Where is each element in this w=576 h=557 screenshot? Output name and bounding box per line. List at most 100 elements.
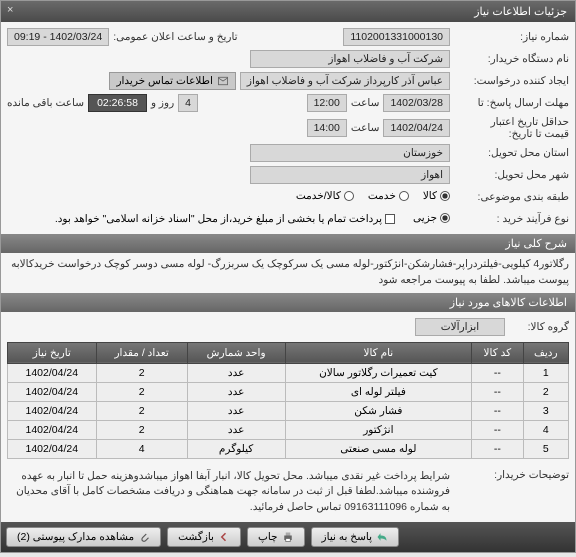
table-cell: انژکتور: [285, 420, 472, 439]
table-cell: --: [472, 382, 523, 401]
radio-icon: [399, 191, 409, 201]
main-panel: جزئیات اطلاعات نیاز × شماره نیاز: 110200…: [0, 0, 576, 553]
deadline-label: مهلت ارسال پاسخ: تا: [454, 97, 569, 109]
back-icon: [218, 531, 230, 543]
contact-label: اطلاعات تماس خریدار: [116, 75, 212, 87]
print-icon: [282, 531, 294, 543]
radio-option[interactable]: کالا/خدمت: [296, 190, 354, 202]
table-cell: فشار شکن: [285, 401, 472, 420]
validity-time: 14:00: [307, 119, 347, 137]
table-cell: فیلتر لوله ای: [285, 382, 472, 401]
table-cell: عدد: [187, 420, 285, 439]
attach-label: مشاهده مدارک پیوستی (2): [17, 531, 134, 543]
radio-label: جزیی: [413, 212, 437, 224]
radio-option[interactable]: کالا: [423, 190, 450, 202]
deadline-rv: روز و: [151, 97, 174, 109]
reply-icon: [376, 531, 388, 543]
group-label: گروه کالا:: [509, 321, 569, 333]
announce-label: تاریخ و ساعت اعلان عمومی:: [113, 31, 237, 43]
table-cell: 4: [523, 420, 568, 439]
table-row: 1--کیت تعمیرات رگلاتور سالانعدد21402/04/…: [8, 363, 569, 382]
deadline-time: 12:00: [307, 94, 347, 112]
table-cell: --: [472, 363, 523, 382]
province-label: استان محل تحویل:: [454, 147, 569, 159]
radio-label: کالا/خدمت: [296, 190, 341, 202]
contact-button[interactable]: اطلاعات تماس خریدار: [109, 72, 235, 90]
announce-value: 1402/03/24 - 09:19: [7, 28, 109, 46]
radio-icon: [344, 191, 354, 201]
table-cell: --: [472, 401, 523, 420]
table-cell: کیلوگرم: [187, 439, 285, 458]
table-row: 4--انژکتورعدد21402/04/24: [8, 420, 569, 439]
attachments-button[interactable]: مشاهده مدارک پیوستی (2): [6, 527, 161, 547]
treasury-label: پرداخت تمام یا بخشی از مبلغ خرید،از محل …: [55, 213, 382, 225]
validity-saat: ساعت: [351, 122, 380, 134]
need-no-value: 1102001331000130: [343, 28, 450, 46]
treasury-checkbox[interactable]: پرداخت تمام یا بخشی از مبلغ خرید،از محل …: [55, 213, 395, 225]
table-cell: 4: [96, 439, 187, 458]
table-cell: 1402/04/24: [8, 401, 97, 420]
table-cell: عدد: [187, 363, 285, 382]
requester-label: ایجاد کننده درخواست:: [454, 75, 569, 87]
radio-option[interactable]: جزیی: [413, 212, 450, 224]
notes-label: توضیحات خریدار:: [454, 469, 569, 481]
print-button[interactable]: چاپ: [247, 527, 305, 547]
city-label: شهر محل تحویل:: [454, 169, 569, 181]
panel-title: جزئیات اطلاعات نیاز: [474, 6, 567, 18]
category-label: طبقه بندی موضوعی:: [454, 191, 569, 203]
table-cell: 2: [96, 363, 187, 382]
radio-label: کالا: [423, 190, 437, 202]
back-label: بازگشت: [178, 531, 214, 543]
table-cell: 2: [96, 401, 187, 420]
table-cell: 2: [96, 382, 187, 401]
table-cell: --: [472, 420, 523, 439]
table-header: واحد شمارش: [187, 342, 285, 363]
table-cell: 1: [523, 363, 568, 382]
table-header: کد کالا: [472, 342, 523, 363]
table-row: 2--فیلتر لوله ایعدد21402/04/24: [8, 382, 569, 401]
need-no-label: شماره نیاز:: [454, 31, 569, 43]
table-cell: 2: [523, 382, 568, 401]
countdown: 02:26:58: [88, 94, 147, 112]
city-value: اهواز: [250, 166, 450, 184]
table-cell: 3: [523, 401, 568, 420]
back-button[interactable]: بازگشت: [167, 527, 241, 547]
table-cell: --: [472, 439, 523, 458]
purchase-row: نوع فرآیند خرید : جزیی پرداخت تمام یا بخ…: [7, 208, 569, 230]
group-value: ابزارآلات: [415, 318, 505, 336]
table-cell: 1402/04/24: [8, 420, 97, 439]
table-cell: 5: [523, 439, 568, 458]
notes-text: شرایط پرداخت غیر نقدی میباشد. محل تحویل …: [7, 469, 450, 516]
table-cell: 2: [96, 420, 187, 439]
panel-header: جزئیات اطلاعات نیاز ×: [1, 1, 575, 22]
checkbox-icon: [385, 214, 395, 224]
desc-header: شرح کلی نیاز: [1, 234, 575, 253]
deadline-day: 4: [178, 94, 198, 112]
radio-icon: [440, 191, 450, 201]
requester-value: عباس آذر کارپرداز شرکت آب و فاضلاب اهواز: [240, 72, 450, 90]
table-cell: 1402/04/24: [8, 363, 97, 382]
reply-button[interactable]: پاسخ به نیاز: [311, 527, 399, 547]
buyer-value: شرکت آب و فاضلاب اهواز: [250, 50, 450, 68]
radio-option[interactable]: خدمت: [368, 190, 409, 202]
print-label: چاپ: [258, 531, 278, 543]
reply-label: پاسخ به نیاز: [322, 531, 372, 543]
close-icon[interactable]: ×: [7, 4, 13, 16]
province-value: خوزستان: [250, 144, 450, 162]
deadline-remain: ساعت باقی مانده: [7, 97, 84, 109]
table-row: 3--فشار شکنعدد21402/04/24: [8, 401, 569, 420]
table-cell: لوله مسی صنعتی: [285, 439, 472, 458]
action-bar: پاسخ به نیاز چاپ بازگشت مشاهده مدارک پیو…: [1, 522, 575, 552]
purchase-label: نوع فرآیند خرید :: [454, 213, 569, 225]
buyer-label: نام دستگاه خریدار:: [454, 53, 569, 65]
table-cell: کیت تعمیرات رگلاتور سالان: [285, 363, 472, 382]
table-cell: 1402/04/24: [8, 439, 97, 458]
table-row: 5--لوله مسی صنعتیکیلوگرم41402/04/24: [8, 439, 569, 458]
category-row: طبقه بندی موضوعی: کالا خدمت کالا/خدمت: [7, 186, 569, 208]
deadline-date: 1402/03/28: [383, 94, 450, 112]
radio-icon: [440, 213, 450, 223]
table-cell: عدد: [187, 401, 285, 420]
table-cell: عدد: [187, 382, 285, 401]
items-table: ردیفکد کالانام کالاواحد شمارشتعداد / مقد…: [7, 342, 569, 459]
items-header: اطلاعات کالاهای مورد نیاز: [1, 293, 575, 312]
